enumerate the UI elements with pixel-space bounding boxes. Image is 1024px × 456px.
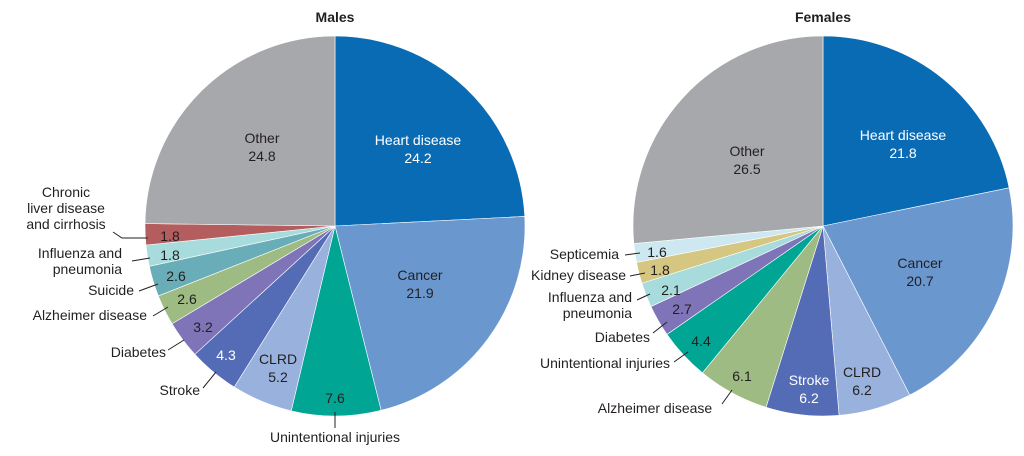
slice-label-influenza-and-pneumonia: Influenza and [38, 245, 122, 261]
slice-label-stroke: Stroke [789, 372, 830, 388]
slice-label-unintentional-injuries: Unintentional injuries [270, 429, 400, 445]
chart-title: Females [795, 9, 851, 25]
value-label-diabetes: 2.7 [672, 301, 692, 317]
value-label-heart-disease: 21.8 [889, 145, 916, 161]
value-label-other: 26.5 [733, 161, 760, 177]
slice-other [632, 35, 824, 244]
slice-label-chronic-liver-disease-and-cirrhosis: Chronic [42, 184, 90, 200]
value-label-chronic-liver-disease-and-cirrhosis: 1.8 [160, 228, 180, 244]
slice-label-heart-disease: Heart disease [860, 127, 947, 143]
slice-label-influenza-and-pneumonia: Influenza and [548, 289, 632, 305]
slice-cancer [334, 216, 526, 411]
leader-line [636, 293, 651, 301]
leader-line [131, 257, 151, 262]
value-label-influenza-and-pneumonia: 2.1 [661, 282, 681, 298]
slice-heart-disease [822, 35, 1010, 227]
pie-males: Males Heart disease 24.2 Cancer 21.9 7.6 Unint… [26, 9, 526, 445]
chart-title: Males [316, 9, 355, 25]
value-label-alzheimer-disease: 2.6 [177, 291, 197, 307]
value-label-clrd: 5.2 [268, 369, 288, 385]
pie-females: Females Heart disease 21.8 Cancer 20.7 CLRD 6.… [531, 9, 1014, 417]
value-label-clrd: 6.2 [852, 382, 872, 398]
leader-line [652, 321, 668, 334]
value-label-kidney-disease: 1.8 [650, 262, 670, 278]
value-label-unintentional-injuries: 7.6 [325, 390, 345, 406]
leader-line [721, 389, 733, 405]
slice-label-clrd: CLRD [843, 364, 881, 380]
slice-label-alzheimer-disease: Alzheimer disease [598, 400, 713, 416]
value-label-alzheimer-disease: 6.1 [732, 368, 752, 384]
slice-label-cancer: Cancer [897, 255, 942, 271]
value-label-unintentional-injuries: 4.4 [691, 333, 711, 349]
value-label-other: 24.8 [248, 148, 275, 164]
slice-label-influenza-and-pneumonia: pneumonia [563, 305, 632, 321]
slice-label-alzheimer-disease: Alzheimer disease [33, 307, 148, 323]
slice-label-septicemia: Septicemia [550, 246, 619, 262]
slice-heart-disease [334, 35, 526, 227]
value-label-septicemia: 1.6 [647, 244, 667, 260]
value-label-stroke: 6.2 [799, 390, 819, 406]
slice-label-other: Other [244, 130, 279, 146]
slice-label-unintentional-injuries: Unintentional injuries [540, 355, 670, 371]
slice-label-other: Other [729, 143, 764, 159]
slice-label-heart-disease: Heart disease [375, 132, 462, 148]
slice-cancer [822, 187, 1014, 396]
value-label-influenza-and-pneumonia: 1.8 [160, 247, 180, 263]
value-label-suicide: 2.6 [166, 268, 186, 284]
slice-label-chronic-liver-disease-and-cirrhosis: and cirrhosis [26, 216, 105, 232]
slice-label-stroke: Stroke [160, 382, 201, 398]
slice-label-chronic-liver-disease-and-cirrhosis: liver disease [27, 200, 105, 216]
leader-line [152, 306, 169, 317]
slice-label-clrd: CLRD [259, 351, 297, 367]
value-label-cancer: 20.7 [906, 273, 933, 289]
slice-label-cancer: Cancer [397, 267, 442, 283]
leader-line [624, 252, 641, 256]
value-label-heart-disease: 24.2 [404, 150, 431, 166]
leader-line [202, 371, 217, 389]
slice-label-influenza-and-pneumonia: pneumonia [53, 261, 122, 277]
slice-label-kidney-disease: Kidney disease [531, 267, 626, 283]
value-label-stroke: 4.3 [216, 347, 236, 363]
slice-label-diabetes: Diabetes [111, 344, 166, 360]
leader-line [629, 272, 646, 277]
slice-label-diabetes: Diabetes [595, 329, 650, 345]
value-label-diabetes: 3.2 [193, 319, 213, 335]
leader-line [673, 351, 689, 363]
slice-label-suicide: Suicide [88, 282, 134, 298]
slice-other [144, 35, 336, 227]
leader-line [112, 231, 148, 239]
leader-line [138, 283, 159, 292]
leader-line [167, 339, 185, 351]
value-label-cancer: 21.9 [406, 285, 433, 301]
